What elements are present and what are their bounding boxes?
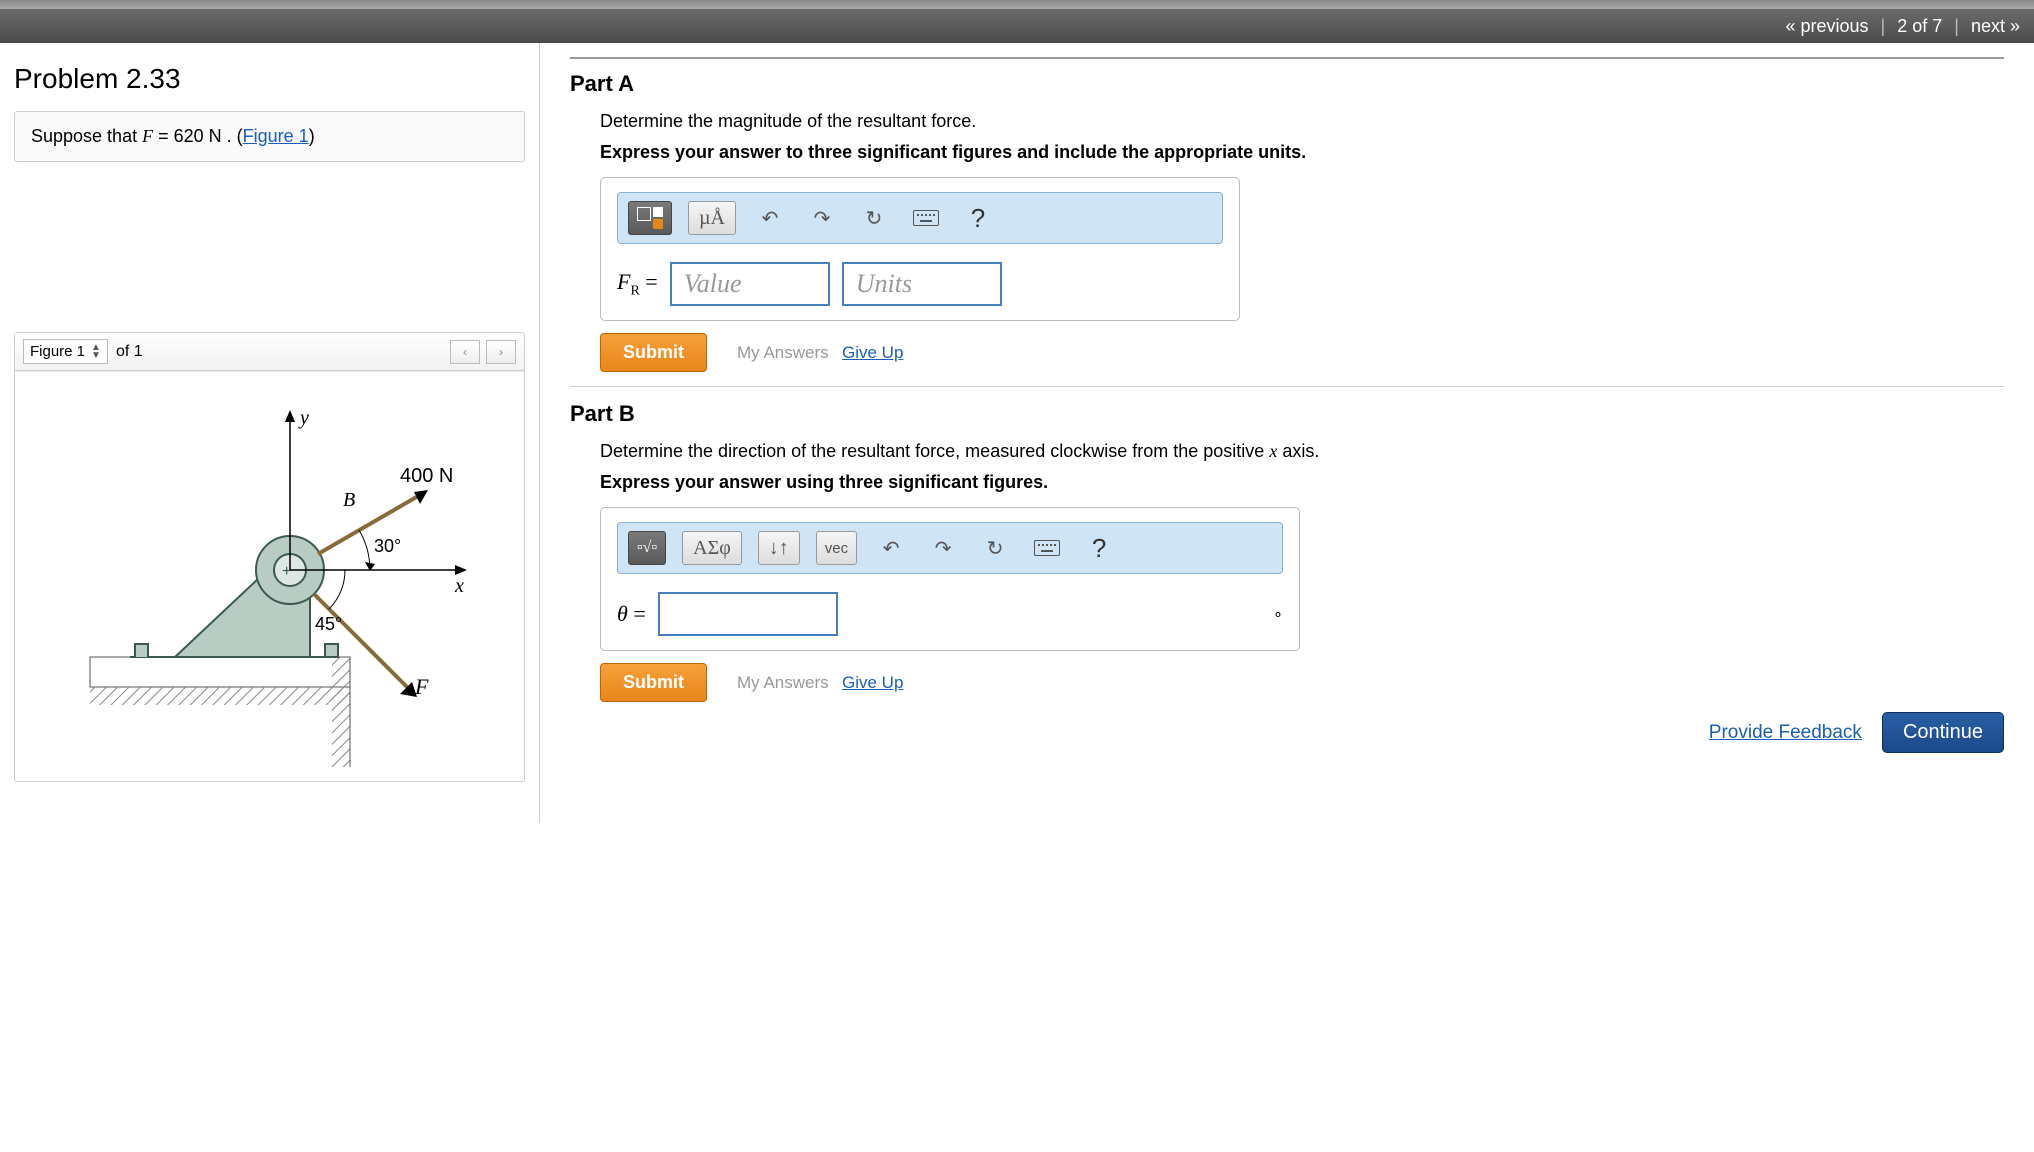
part-b-actions: Submit My Answers Give Up bbox=[600, 663, 2004, 702]
part-b-instruct: Express your answer using three signific… bbox=[600, 472, 2004, 493]
vec-button[interactable]: vec bbox=[816, 531, 857, 565]
part-b-answer-box: ▫√▫ ΑΣφ ↓↑ vec ↶ ↷ ↻ ? θ = ∘ bbox=[600, 507, 1300, 651]
undo-button[interactable]: ↶ bbox=[873, 531, 909, 565]
keyboard-button[interactable] bbox=[908, 201, 944, 235]
main-layout: Problem 2.33 Suppose that F = 620 N . (F… bbox=[0, 43, 2034, 823]
theta-label: θ = bbox=[617, 601, 646, 627]
degree-unit: ∘ bbox=[1273, 604, 1283, 624]
figure-next-button[interactable]: › bbox=[486, 340, 516, 364]
subscript-button[interactable]: ↓↑ bbox=[758, 531, 800, 565]
text: ) bbox=[309, 126, 315, 146]
section-divider bbox=[570, 57, 2004, 59]
part-b-submit-button[interactable]: Submit bbox=[600, 663, 707, 702]
continue-button[interactable]: Continue bbox=[1882, 712, 2004, 753]
figure-panel: Figure 1 ▲▼ of 1 ‹ › bbox=[14, 332, 525, 782]
provide-feedback-link[interactable]: Provide Feedback bbox=[1709, 722, 1862, 744]
redo-button[interactable]: ↷ bbox=[925, 531, 961, 565]
help-button[interactable]: ? bbox=[960, 201, 996, 235]
figure-link[interactable]: Figure 1 bbox=[243, 126, 309, 146]
force-400-label: 400 N bbox=[400, 465, 453, 487]
greek-button[interactable]: ΑΣφ bbox=[682, 531, 742, 565]
part-a-answer-box: µÅ ↶ ↷ ↻ ? FR = Value Units bbox=[600, 177, 1240, 321]
part-a-toolbar: µÅ ↶ ↷ ↻ ? bbox=[617, 192, 1223, 244]
part-divider bbox=[570, 386, 2004, 387]
help-button[interactable]: ? bbox=[1081, 531, 1117, 565]
give-up-link[interactable]: Give Up bbox=[842, 673, 903, 692]
next-link[interactable]: next » bbox=[1971, 16, 2020, 37]
page-counter: 2 of 7 bbox=[1897, 16, 1942, 37]
units-input[interactable]: Units bbox=[842, 262, 1002, 306]
theta-input[interactable] bbox=[658, 592, 838, 636]
figure-diagram: + y x 400 N B 30° bbox=[60, 382, 480, 772]
part-b-prompt: Determine the direction of the resultant… bbox=[600, 441, 2004, 462]
F-label: F bbox=[414, 674, 429, 699]
B-label: B bbox=[343, 489, 355, 511]
part-a-title: Part A bbox=[570, 71, 2004, 97]
part-a-prompt: Determine the magnitude of the resultant… bbox=[600, 111, 2004, 132]
divider: | bbox=[1881, 16, 1886, 37]
figure-body: + y x 400 N B 30° bbox=[15, 371, 524, 781]
divider: | bbox=[1954, 16, 1959, 37]
my-answers-link[interactable]: My Answers bbox=[737, 343, 829, 362]
right-panel: Part A Determine the magnitude of the re… bbox=[540, 43, 2034, 823]
footer-row: Provide Feedback Continue bbox=[570, 712, 2004, 753]
templates-button[interactable]: ▫√▫ bbox=[628, 531, 666, 565]
window-chrome bbox=[0, 0, 2034, 10]
my-answers-link[interactable]: My Answers bbox=[737, 673, 829, 692]
figure-select[interactable]: Figure 1 ▲▼ bbox=[23, 339, 108, 364]
FR-label: FR = bbox=[617, 269, 658, 299]
x-axis-label: x bbox=[454, 575, 464, 597]
templates-button[interactable] bbox=[628, 201, 672, 235]
keyboard-button[interactable] bbox=[1029, 531, 1065, 565]
angle-30-label: 30° bbox=[374, 536, 401, 556]
updown-icon: ▲▼ bbox=[91, 344, 101, 360]
sqrt-icon: ▫√▫ bbox=[637, 539, 657, 557]
angle-45-label: 45° bbox=[315, 614, 342, 634]
keyboard-icon bbox=[1034, 540, 1060, 556]
problem-statement: Suppose that F = 620 N . (Figure 1) bbox=[14, 111, 525, 162]
units-button[interactable]: µÅ bbox=[688, 201, 736, 235]
part-a-input-row: FR = Value Units bbox=[617, 262, 1223, 306]
variable-F: F bbox=[142, 126, 153, 146]
part-b-title: Part B bbox=[570, 401, 2004, 427]
figure-of-label: of 1 bbox=[116, 343, 143, 361]
figure-select-label: Figure 1 bbox=[30, 343, 85, 360]
part-a-submit-button[interactable]: Submit bbox=[600, 333, 707, 372]
previous-link[interactable]: « previous bbox=[1785, 16, 1868, 37]
value-input[interactable]: Value bbox=[670, 262, 830, 306]
part-a-actions: Submit My Answers Give Up bbox=[600, 333, 2004, 372]
part-b-input-row: θ = ∘ bbox=[617, 592, 1283, 636]
text: = 620 N . ( bbox=[153, 126, 243, 146]
templates-icon bbox=[637, 207, 663, 229]
left-panel: Problem 2.33 Suppose that F = 620 N . (F… bbox=[0, 43, 540, 823]
reset-button[interactable]: ↻ bbox=[977, 531, 1013, 565]
pager-bar: « previous | 2 of 7 | next » bbox=[0, 10, 2034, 43]
problem-title: Problem 2.33 bbox=[14, 63, 525, 95]
undo-button[interactable]: ↶ bbox=[752, 201, 788, 235]
figure-header: Figure 1 ▲▼ of 1 ‹ › bbox=[15, 333, 524, 371]
give-up-link[interactable]: Give Up bbox=[842, 343, 903, 362]
redo-button[interactable]: ↷ bbox=[804, 201, 840, 235]
part-b-toolbar: ▫√▫ ΑΣφ ↓↑ vec ↶ ↷ ↻ ? bbox=[617, 522, 1283, 574]
y-axis-label: y bbox=[298, 407, 309, 429]
keyboard-icon bbox=[913, 210, 939, 226]
reset-button[interactable]: ↻ bbox=[856, 201, 892, 235]
figure-prev-button[interactable]: ‹ bbox=[450, 340, 480, 364]
part-a-instruct: Express your answer to three significant… bbox=[600, 142, 2004, 163]
text: Suppose that bbox=[31, 126, 142, 146]
